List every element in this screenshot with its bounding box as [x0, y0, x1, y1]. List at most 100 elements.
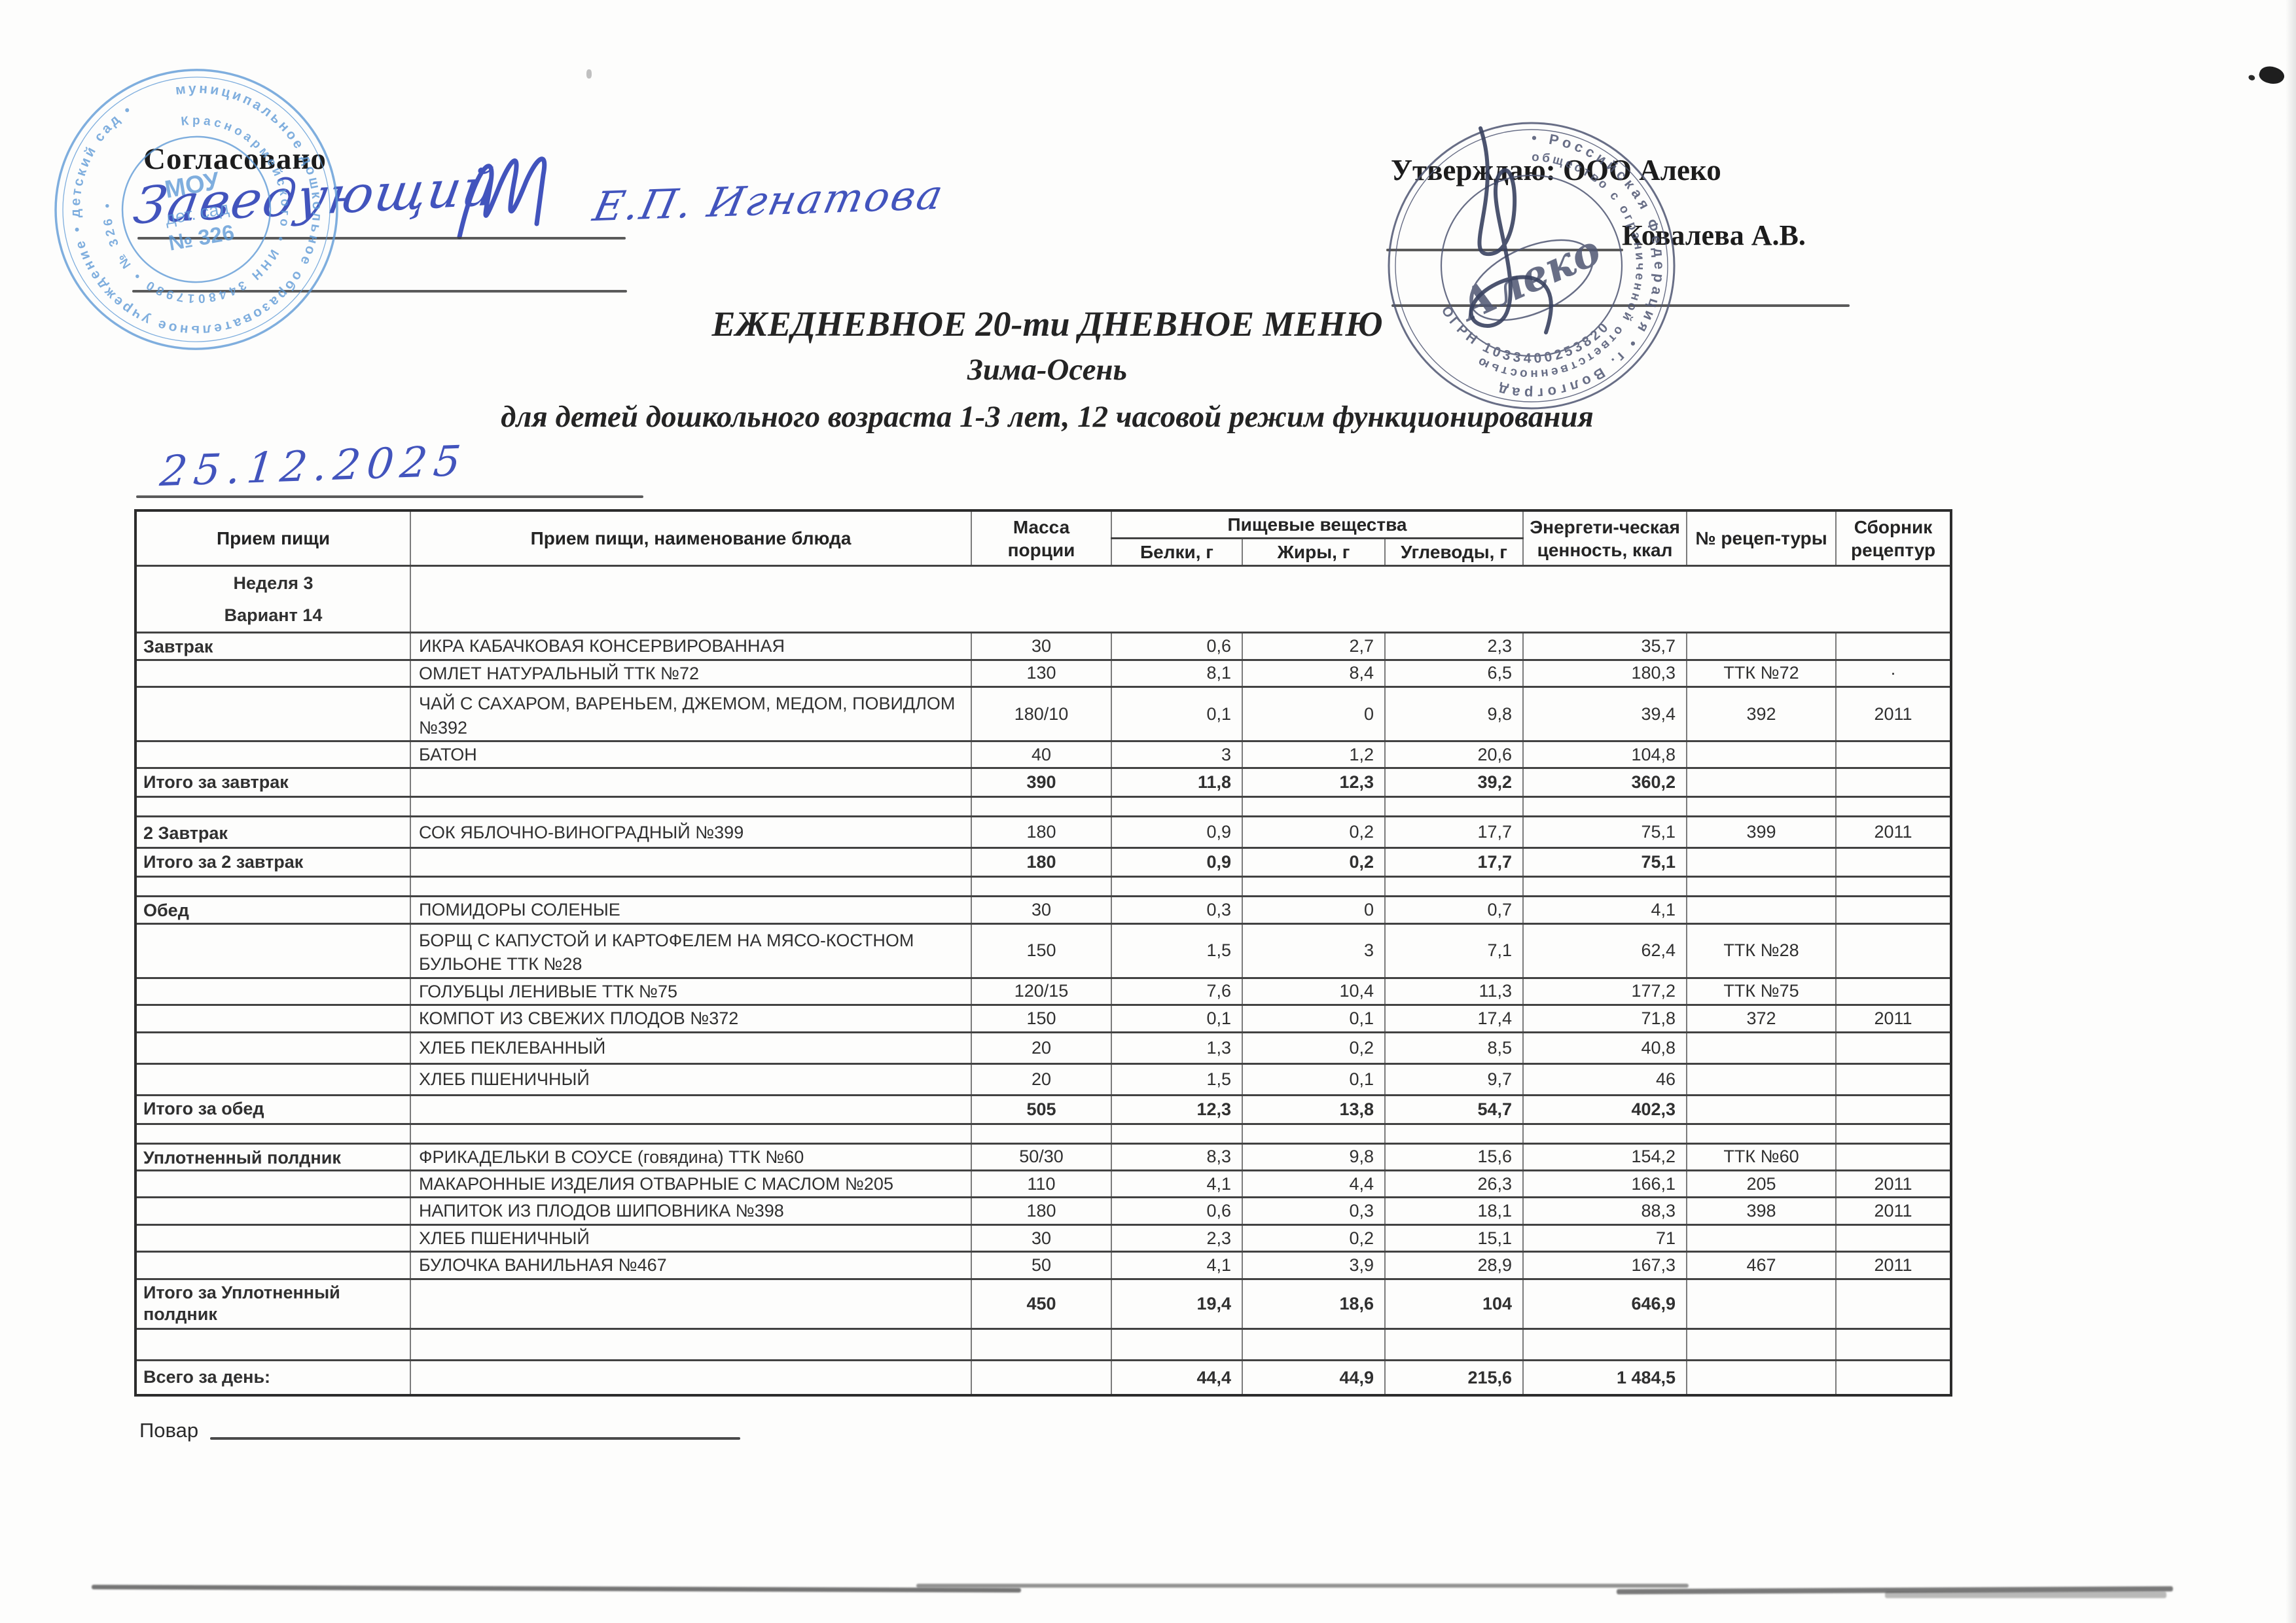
- protein-cell: 2,3: [1111, 1223, 1243, 1253]
- empty-cell: [135, 1122, 411, 1145]
- dish-cell: БУЛОЧКА ВАНИЛЬНАЯ №467: [410, 1251, 972, 1280]
- recipe-cell: ТТК №72: [1686, 658, 1837, 688]
- protein-cell: 7,6: [1111, 976, 1243, 1007]
- table-subheader-row: Белки, г Жиры, г Углеводы, г: [135, 537, 1951, 567]
- mass-cell: 130: [971, 658, 1112, 688]
- handwritten-date: 25.12.2025: [158, 437, 470, 497]
- approver-signature-stroke: [1469, 126, 1553, 334]
- header-recipe-source: Сборник рецептур: [1835, 509, 1952, 567]
- empty-cell: [135, 796, 411, 818]
- meal-cell: [135, 1031, 411, 1065]
- dish-cell: ИКРА КАБАЧКОВАЯ КОНСЕРВИРОВАННАЯ: [410, 632, 972, 661]
- fat-cell: 0,1: [1242, 1004, 1386, 1033]
- mass-cell: 180/10: [971, 686, 1112, 742]
- source-cell: [1835, 847, 1952, 878]
- menu-row: БОРЩ С КАПУСТОЙ И КАРТОФЕЛЕМ НА МЯСО-КОС…: [135, 922, 1952, 979]
- recipe-cell: 398: [1686, 1196, 1837, 1226]
- dish-cell: ГОЛУБЦЫ ЛЕНИВЫЕ ТТК №75: [410, 976, 972, 1007]
- mass-cell: 180: [971, 1196, 1112, 1226]
- kcal-cell: 402,3: [1522, 1094, 1688, 1125]
- signature-line: [137, 237, 626, 240]
- dish-cell: ХЛЕБ ПШЕНИЧНЫЙ: [410, 1062, 972, 1096]
- date-underline: [136, 495, 643, 498]
- protein-cell: 0,3: [1111, 895, 1243, 925]
- mass-cell: 390: [971, 767, 1112, 798]
- mass-cell: 120/15: [971, 976, 1112, 1007]
- menu-row: МАКАРОННЫЕ ИЗДЕЛИЯ ОТВАРНЫЕ С МАСЛОМ №20…: [135, 1169, 1952, 1199]
- signature-line: [1391, 304, 1850, 307]
- kcal-cell: 62,4: [1522, 922, 1688, 979]
- dish-cell: ФРИКАДЕЛЬКИ В СОУСЕ (говядина) ТТК №60: [410, 1142, 972, 1172]
- menu-row: Итого за завтрак 390 11,8 12,3 39,2 360,2: [135, 767, 1952, 798]
- header-fat: Жиры, г: [1242, 537, 1386, 567]
- menu-row: Неделя 3 Вариант 14: [135, 564, 1952, 634]
- header-dish: Прием пищи, наименование блюда: [410, 509, 972, 567]
- dish-cell: ХЛЕБ ПЕКЛЕВАННЫЙ: [410, 1031, 972, 1065]
- meal-cell: 2 Завтрак: [135, 815, 411, 849]
- meal-cell: Завтрак: [135, 632, 411, 661]
- empty-cell: [410, 1327, 972, 1361]
- carbs-cell: 17,7: [1384, 847, 1524, 878]
- source-cell: [1835, 1223, 1952, 1253]
- menu-row: ХЛЕБ ПШЕНИЧНЫЙ 30 2,3 0,2 15,1 71: [135, 1223, 1952, 1253]
- recipe-cell: ТТК №75: [1686, 976, 1837, 1007]
- kindergarten-round-stamp: муниципальное дошкольное образовательное…: [52, 65, 340, 353]
- protein-cell: 1,5: [1111, 1062, 1243, 1096]
- kcal-cell: 167,3: [1522, 1251, 1688, 1280]
- menu-row: ХЛЕБ ПЕКЛЕВАННЫЙ 20 1,3 0,2 8,5 40,8: [135, 1031, 1952, 1065]
- recipe-cell: [1686, 1062, 1837, 1096]
- fat-cell: 0,2: [1242, 1031, 1386, 1065]
- scan-smudge-line: [91, 1581, 2174, 1601]
- kcal-cell: 4,1: [1522, 895, 1688, 925]
- recipe-cell: [1686, 895, 1837, 925]
- company-round-stamp: • Российская Федерация • г. Волгоград об…: [1388, 122, 1676, 410]
- empty-cell: [1111, 796, 1243, 818]
- kcal-cell: 166,1: [1522, 1169, 1688, 1199]
- recipe-cell: [1686, 740, 1837, 770]
- menu-row: КОМПОТ ИЗ СВЕЖИХ ПЛОДОВ №372 150 0,1 0,1 17,…: [135, 1004, 1952, 1033]
- carbs-cell: 28,9: [1384, 1251, 1524, 1280]
- menu-row: Итого за Уплотненный полдник 450 19,4 18,6 1…: [135, 1277, 1952, 1330]
- source-cell: [1835, 740, 1952, 770]
- source-cell: [1835, 1062, 1952, 1096]
- carbs-cell: 9,7: [1384, 1062, 1524, 1096]
- menu-table: Прием пищи Прием пищи, наименование блюд…: [134, 509, 1953, 1397]
- kcal-cell: 40,8: [1522, 1031, 1688, 1065]
- meal-cell: Итого за обед: [135, 1094, 411, 1125]
- kcal-cell: 180,3: [1522, 658, 1688, 688]
- protein-cell: 8,3: [1111, 1142, 1243, 1172]
- dust-speck-artifact: [586, 69, 592, 79]
- carbs-cell: 7,1: [1384, 922, 1524, 979]
- mass-cell: 50/30: [971, 1142, 1112, 1172]
- signature-line: [132, 290, 627, 293]
- protein-cell: 0,6: [1111, 632, 1243, 661]
- dish-cell: КОМПОТ ИЗ СВЕЖИХ ПЛОДОВ №372: [410, 1004, 972, 1033]
- fat-cell: 18,6: [1242, 1277, 1386, 1330]
- header-nutrients-group: Пищевые вещества: [1110, 509, 1524, 539]
- carbs-cell: 17,7: [1384, 815, 1524, 849]
- kcal-cell: 39,4: [1522, 686, 1688, 742]
- meal-cell: [135, 1004, 411, 1033]
- mass-cell: 20: [971, 1062, 1112, 1096]
- protein-cell: 12,3: [1111, 1094, 1243, 1125]
- protein-cell: 0,9: [1111, 815, 1243, 849]
- source-cell: [1835, 1142, 1952, 1172]
- protein-cell: 0,6: [1111, 1196, 1243, 1226]
- carbs-cell: 54,7: [1384, 1094, 1524, 1125]
- document-subtitle-audience: для детей дошкольного возраста 1-3 лет, …: [501, 400, 1594, 434]
- empty-cell: [1242, 796, 1386, 818]
- meal-cell: [135, 1251, 411, 1280]
- meal-cell: Обед: [135, 895, 411, 925]
- kcal-cell: 75,1: [1522, 815, 1688, 849]
- fat-cell: 13,8: [1242, 1094, 1386, 1125]
- protein-cell: 0,1: [1111, 1004, 1243, 1033]
- mass-cell: 40: [971, 740, 1112, 770]
- empty-cell: [1835, 796, 1952, 818]
- mass-cell: 20: [971, 1031, 1112, 1065]
- empty-cell: [1522, 796, 1688, 818]
- scan-edge-shadow: [2286, 0, 2296, 1623]
- menu-row: БАТОН 40 3 1,2 20,6 104,8: [135, 740, 1952, 770]
- source-cell: 2011: [1835, 686, 1952, 742]
- empty-cell: [1111, 1327, 1243, 1361]
- kcal-cell: 360,2: [1522, 767, 1688, 798]
